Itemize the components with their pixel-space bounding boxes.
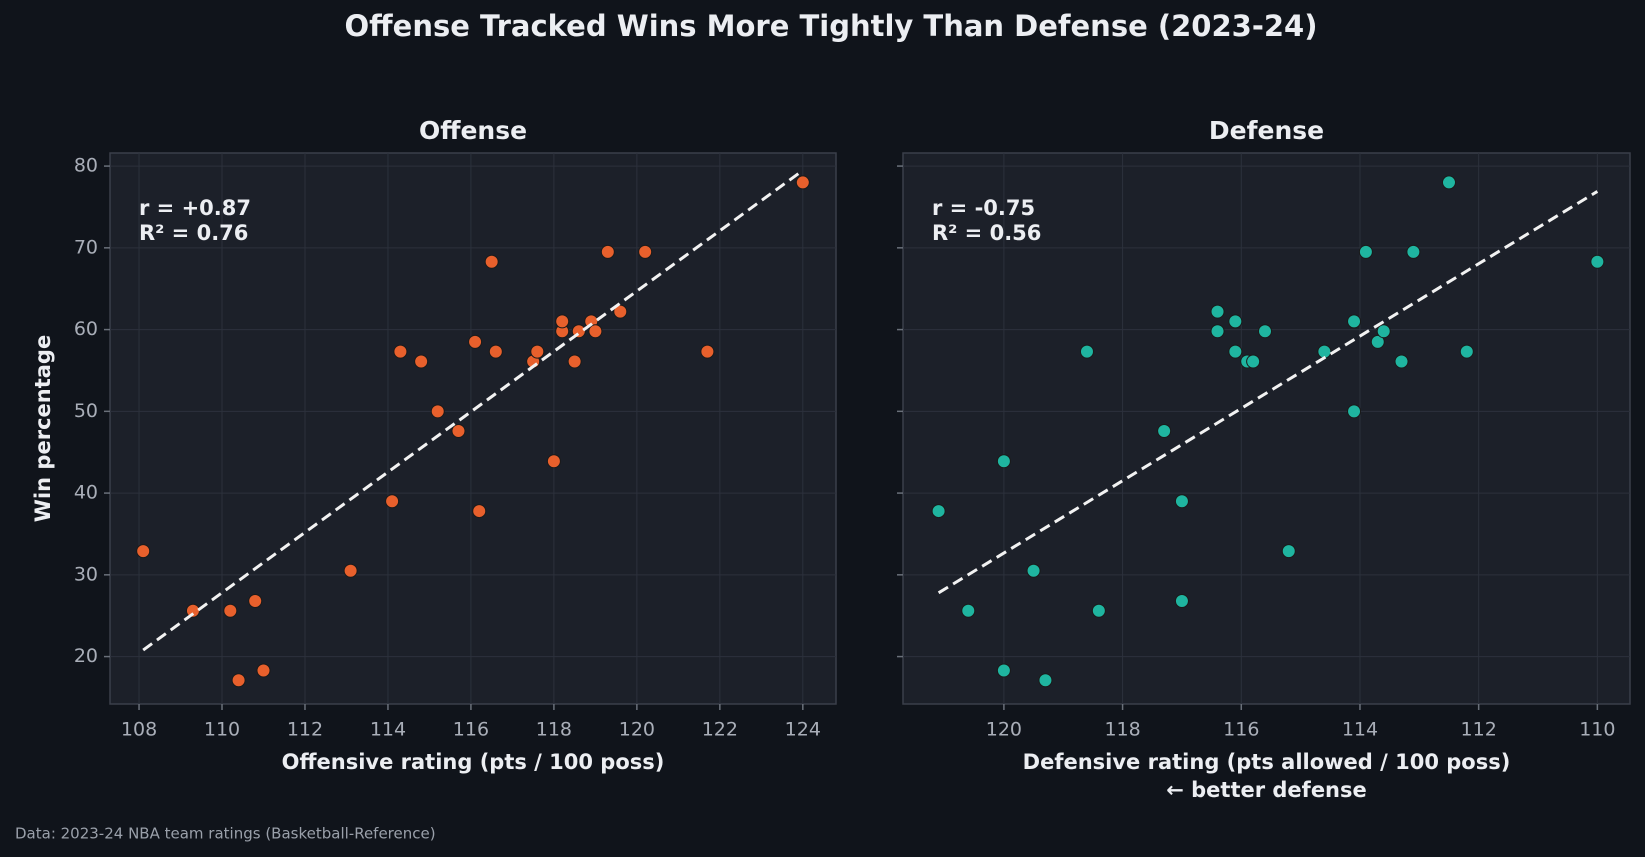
point [1370,334,1385,349]
point [468,334,483,349]
point [231,673,246,688]
point [1281,544,1296,559]
point [1459,344,1474,359]
point [385,494,400,509]
x-tick-label: 110 [204,719,240,741]
x-tick-label: 120 [619,719,655,741]
point [961,603,976,618]
x-tick-label: 114 [1342,719,1378,741]
x-axis-label: Defensive rating (pts allowed / 100 poss… [1023,750,1511,774]
x-tick-label: 114 [370,719,406,741]
point [1406,244,1421,259]
point [223,603,238,618]
trendline [937,190,1599,595]
x-tick-label: 116 [453,719,489,741]
y-tick-label: 30 [74,563,98,585]
point [996,663,1011,678]
point [567,354,582,369]
point [1376,324,1391,339]
y-tick-label: 70 [74,236,98,258]
y-tick-label: 80 [74,155,98,177]
point [530,344,545,359]
figure-title: Offense Tracked Wins More Tightly Than D… [345,9,1318,43]
subplot-title: Offense [419,116,527,145]
point [546,454,561,469]
annotation: R² = 0.56 [932,221,1041,245]
point [1210,324,1225,339]
point [1091,603,1106,618]
y-tick-label: 50 [74,400,98,422]
point [484,254,499,269]
x-tick-label: 122 [702,719,738,741]
point [555,314,570,329]
point [1157,423,1172,438]
x-tick-label: 118 [536,719,572,741]
y-tick-label: 60 [74,318,98,340]
point [414,354,429,369]
point [1079,344,1094,359]
point [588,324,603,339]
annotation: r = -0.75 [932,196,1035,220]
point [1174,593,1189,608]
x-tick-label: 110 [1579,719,1615,741]
point [996,454,1011,469]
point [472,504,487,519]
x-tick-label: 112 [1461,719,1497,741]
footer: Data: 2023-24 NBA team ratings (Basketba… [15,825,436,843]
x-tick-label: 108 [121,719,157,741]
point [1590,254,1605,269]
x-tick-label: 116 [1223,719,1259,741]
point [1174,494,1189,509]
point [1441,175,1456,190]
x-tick-label: 118 [1104,719,1140,741]
x-tick-label: 124 [785,719,821,741]
point [1026,563,1041,578]
y-axis-label: Win percentage [31,335,55,522]
point [393,344,408,359]
point [1347,314,1362,329]
subplot-title: Defense [1209,116,1324,145]
x-tick-label: 112 [287,719,323,741]
x-axis-label: ← better defense [1166,778,1367,802]
y-tick-label: 20 [74,645,98,667]
point [1228,314,1243,329]
point [613,304,628,319]
point [343,563,358,578]
point [638,244,653,259]
point [1347,404,1362,419]
x-tick-label: 120 [986,719,1022,741]
point [1038,673,1053,688]
point [1210,304,1225,319]
point [136,544,151,559]
point [451,423,466,438]
point [700,344,715,359]
point [488,344,503,359]
y-tick-label: 40 [74,482,98,504]
point [1228,344,1243,359]
point [795,175,810,190]
point [1394,354,1409,369]
point [931,504,946,519]
point [1358,244,1373,259]
annotation: r = +0.87 [139,196,251,220]
x-axis-label: Offensive rating (pts / 100 poss) [282,750,665,774]
point [248,593,263,608]
point [1258,324,1273,339]
annotation: R² = 0.76 [139,221,248,245]
point [600,244,615,259]
point [430,404,445,419]
point [256,663,271,678]
point [1246,354,1261,369]
